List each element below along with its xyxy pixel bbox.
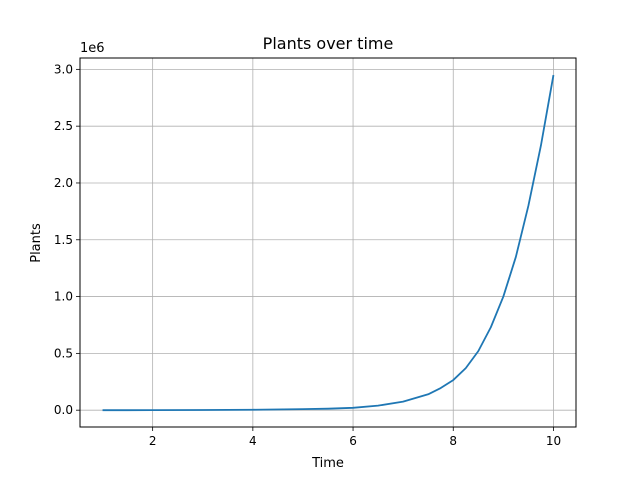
x-tick-label: 6 [349,434,357,448]
y-tick-label: 0.5 [54,346,73,360]
y-tick-label: 1.5 [54,233,73,247]
series-layer [102,74,555,412]
axis-ticks: 2 4 6 8 10 0.0 0.5 1.0 1.5 2.0 2.5 3.0 [54,62,561,448]
chart-title: Plants over time [263,34,394,53]
x-tick-label: 4 [249,434,257,448]
x-axis-label: Time [311,456,344,471]
y-tick-label: 1.0 [54,290,73,304]
y-tick-label: 3.0 [54,62,73,76]
x-tick-label: 2 [149,434,157,448]
y-axis-label: Plants [29,223,44,263]
plot-area-frame [79,57,577,428]
series-line [102,74,555,412]
x-tick-label: 10 [546,434,561,448]
grid-lines [80,58,576,427]
y-tick-label: 2.5 [54,119,73,133]
y-tick-label: 0.0 [54,403,73,417]
y-tick-label: 2.0 [54,176,73,190]
y-axis-offset-label: 1e6 [80,41,105,56]
x-tick-label: 8 [449,434,457,448]
